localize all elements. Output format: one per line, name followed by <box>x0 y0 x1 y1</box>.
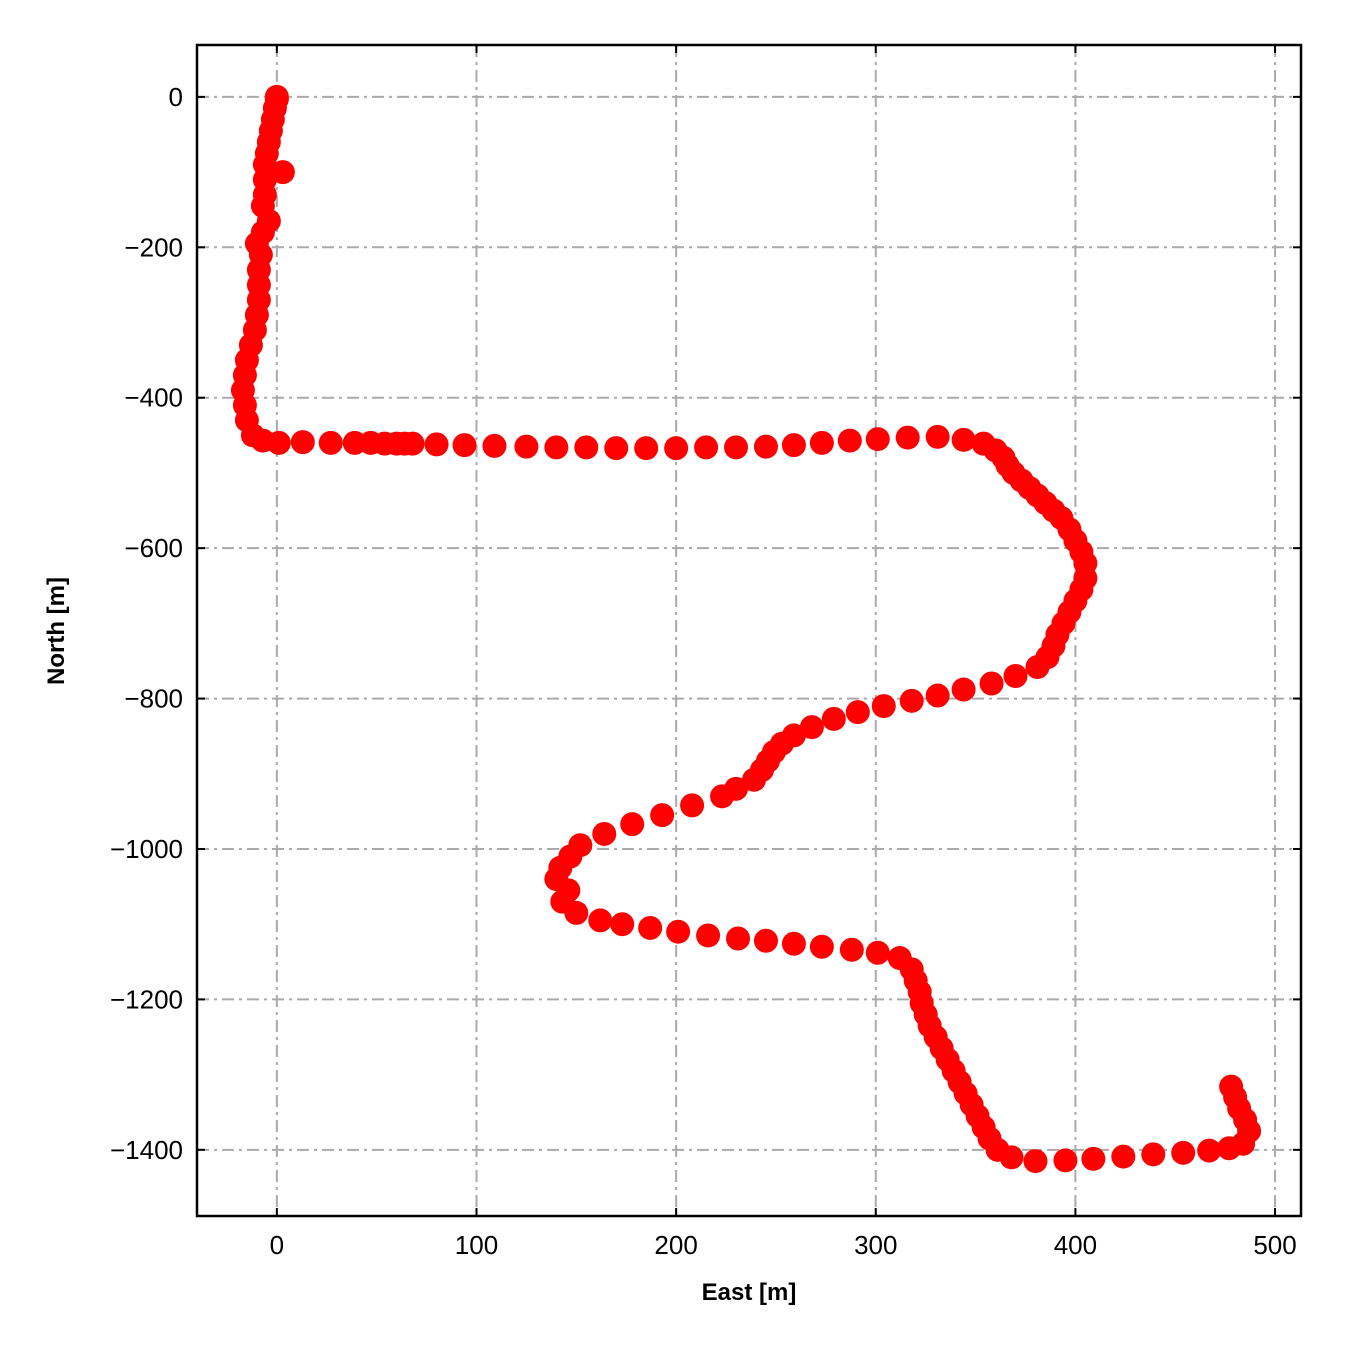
point <box>865 940 890 965</box>
point <box>979 671 1004 696</box>
point <box>753 434 778 459</box>
y-tick-label: −1400 <box>110 1135 183 1165</box>
y-tick-label: −400 <box>124 383 183 413</box>
point <box>482 433 507 458</box>
y-tick-label: −200 <box>124 232 183 262</box>
point <box>514 434 539 459</box>
point <box>837 428 862 453</box>
point <box>424 432 449 457</box>
point <box>574 435 599 460</box>
point <box>588 908 613 933</box>
point <box>680 793 705 818</box>
x-tick-label: 200 <box>654 1230 697 1260</box>
point <box>620 812 645 837</box>
point <box>724 435 749 460</box>
point <box>544 435 569 460</box>
point <box>1003 664 1028 689</box>
point <box>290 430 315 455</box>
point <box>696 923 721 948</box>
x-tick-label: 100 <box>455 1230 498 1260</box>
point <box>1111 1144 1136 1169</box>
point <box>951 677 976 702</box>
point <box>781 433 806 458</box>
point <box>899 688 924 713</box>
point <box>809 934 834 959</box>
point <box>809 430 834 455</box>
point <box>1025 654 1050 679</box>
point <box>400 431 425 456</box>
point <box>1197 1138 1222 1163</box>
point <box>865 427 890 452</box>
y-tick-label: 0 <box>169 82 183 112</box>
y-tick-label: −600 <box>124 533 183 563</box>
point <box>610 912 635 937</box>
point <box>799 715 824 740</box>
point <box>726 926 751 951</box>
point <box>270 160 295 185</box>
point <box>604 436 629 461</box>
point <box>1219 1074 1244 1099</box>
point <box>452 433 477 458</box>
point <box>1023 1149 1048 1174</box>
point <box>845 700 870 725</box>
point <box>925 683 950 708</box>
point <box>1171 1140 1196 1165</box>
x-tick-label: 500 <box>1253 1230 1296 1260</box>
y-axis-label: North [m] <box>43 577 70 685</box>
point <box>999 1145 1024 1170</box>
point <box>821 706 846 731</box>
point <box>592 821 617 846</box>
point <box>741 767 766 792</box>
point <box>664 436 689 461</box>
point <box>318 430 343 455</box>
point <box>266 430 291 455</box>
point <box>710 784 735 809</box>
x-axis-label: East [m] <box>702 1279 797 1306</box>
point <box>925 424 950 449</box>
point <box>839 937 864 962</box>
point <box>1081 1146 1106 1171</box>
x-tick-label: 400 <box>1054 1230 1097 1260</box>
point <box>638 915 663 940</box>
point <box>753 928 778 953</box>
point <box>666 919 691 944</box>
point <box>951 427 976 452</box>
point <box>634 436 659 461</box>
y-tick-label: −800 <box>124 684 183 714</box>
point <box>871 694 896 719</box>
y-tick-label: −1000 <box>110 834 183 864</box>
point <box>694 435 719 460</box>
plot-frame <box>195 43 1303 1218</box>
point <box>781 931 806 956</box>
point <box>1053 1148 1078 1173</box>
point <box>650 803 675 828</box>
x-tick-label: 300 <box>854 1230 897 1260</box>
x-tick-label: 0 <box>270 1230 284 1260</box>
point <box>1141 1142 1166 1167</box>
y-tick-label: −1200 <box>110 984 183 1014</box>
point <box>564 900 589 925</box>
point <box>895 425 920 450</box>
